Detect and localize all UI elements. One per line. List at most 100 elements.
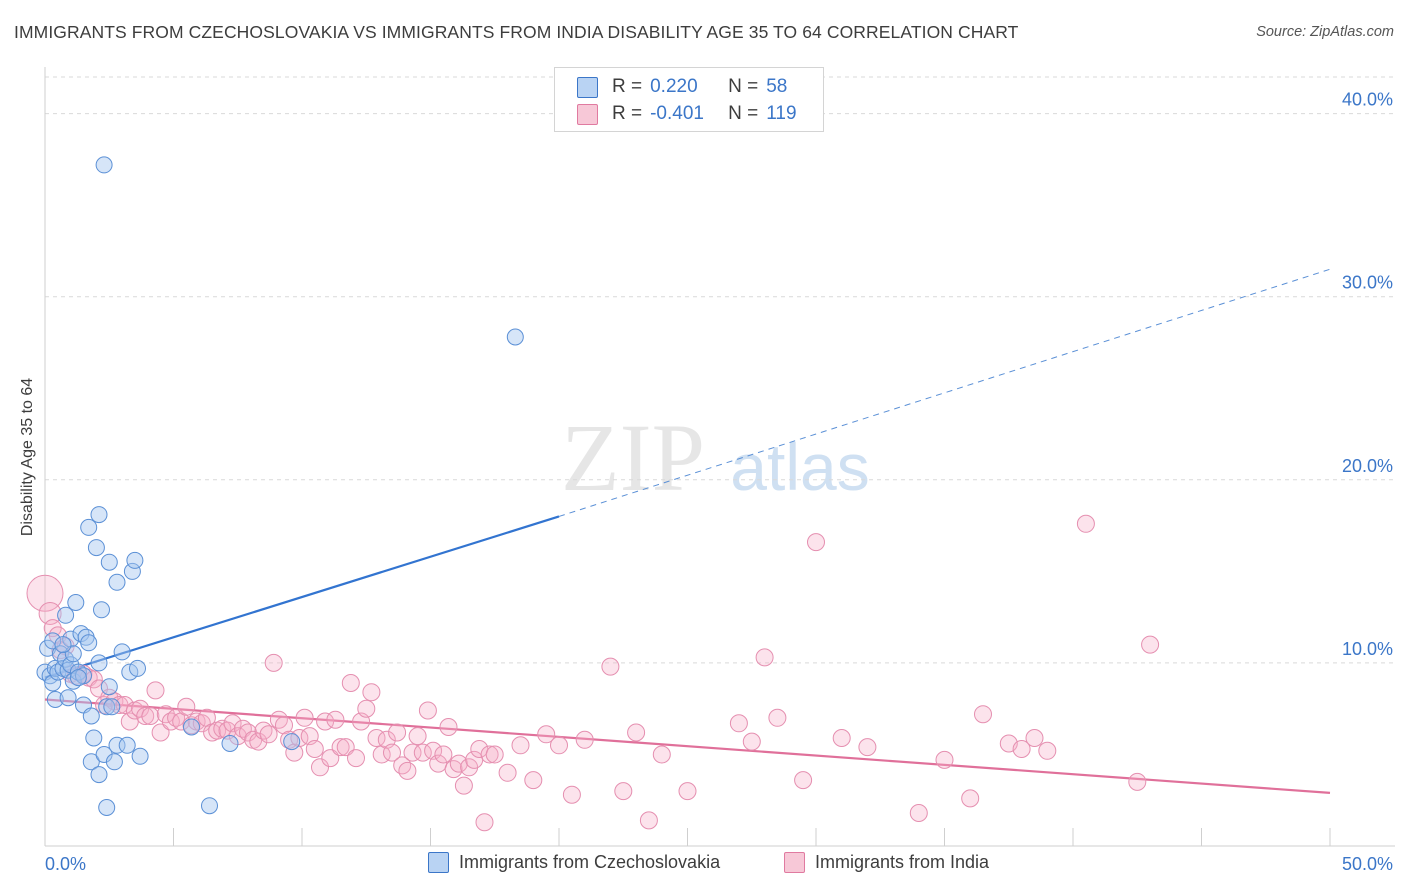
- data-point-india: [264, 653, 283, 672]
- data-point-india: [475, 813, 494, 832]
- data-point-india: [807, 533, 825, 552]
- data-point-india: [678, 782, 697, 801]
- data-point-czechoslovakia: [82, 707, 100, 725]
- data-point-czechoslovakia: [85, 729, 103, 747]
- data-point-india: [151, 723, 170, 742]
- data-point-czechoslovakia: [183, 718, 200, 736]
- data-point-india: [26, 574, 64, 612]
- legend-r-label: R =: [612, 103, 643, 124]
- data-point-india: [858, 738, 877, 757]
- data-point-india: [249, 732, 268, 751]
- tick-labels: 10.0% 20.0% 30.0% 40.0% 0.0% 50.0%: [45, 90, 1393, 874]
- data-point-india: [192, 714, 211, 733]
- data-point-india: [935, 750, 954, 769]
- legend-n-label: N =: [728, 103, 759, 124]
- data-point-czechoslovakia: [67, 594, 85, 611]
- x-tick-label: 0.0%: [45, 854, 86, 874]
- data-point-czechoslovakia: [90, 654, 108, 672]
- data-point-czechoslovakia: [103, 698, 121, 716]
- legend-swatch-india: [577, 103, 598, 125]
- data-point-india: [418, 701, 437, 720]
- watermark-zip: ZIP: [561, 404, 705, 511]
- data-point-india: [90, 679, 108, 698]
- data-point-india: [269, 710, 288, 729]
- data-point-india: [524, 771, 543, 790]
- data-point-india: [357, 699, 376, 718]
- data-point-india: [794, 771, 813, 790]
- legend-r-label: R =: [612, 76, 643, 97]
- data-point-india: [909, 804, 928, 822]
- data-point-india: [627, 723, 646, 742]
- data-point-india: [146, 681, 165, 700]
- data-point-czechoslovakia: [46, 691, 64, 708]
- data-point-czechoslovakia: [98, 698, 116, 716]
- trend-lines: [44, 268, 1331, 794]
- data-point-czechoslovakia: [108, 736, 126, 754]
- data-point-india: [755, 648, 774, 667]
- data-point-india: [38, 602, 62, 625]
- series-swatch-india: [784, 852, 805, 873]
- data-point-czechoslovakia: [283, 733, 301, 751]
- data-point-india: [511, 736, 530, 755]
- data-point-czechoslovakia: [93, 601, 110, 619]
- data-point-india: [403, 743, 422, 762]
- data-point-india: [136, 707, 155, 725]
- axes: [44, 67, 1395, 847]
- y-tick-label: 20.0%: [1342, 456, 1393, 476]
- data-point-india: [562, 785, 581, 804]
- data-point-india: [537, 725, 556, 744]
- data-point-czechoslovakia: [126, 551, 144, 569]
- data-point-india: [336, 738, 355, 757]
- data-point-india: [321, 749, 340, 768]
- chart-title: IMMIGRANTS FROM CZECHOSLOVAKIA VS IMMIGR…: [14, 22, 1019, 42]
- series-label-india: Immigrants from India: [815, 852, 990, 872]
- data-point-india: [295, 708, 314, 727]
- data-point-czechoslovakia: [113, 643, 131, 661]
- data-point-czechoslovakia: [98, 799, 116, 816]
- data-point-india: [141, 707, 160, 725]
- legend-r-value: -0.401: [650, 103, 704, 124]
- legend-row-india: R = -0.401 N = 119: [577, 102, 797, 126]
- data-point-czechoslovakia: [87, 539, 105, 557]
- data-point-india: [408, 727, 427, 746]
- data-point-india: [311, 758, 329, 777]
- data-point-czechoslovakia: [54, 636, 72, 654]
- data-point-india: [480, 745, 499, 764]
- legend-n-label: N =: [728, 76, 759, 97]
- data-point-czechoslovakia: [121, 663, 139, 681]
- data-point-czechoslovakia: [69, 669, 87, 687]
- data-point-india: [1038, 741, 1057, 760]
- data-point-czechoslovakia: [80, 518, 98, 536]
- grid-lines: [45, 76, 1395, 664]
- data-point-czechoslovakia: [44, 674, 62, 692]
- data-point-czechoslovakia: [129, 659, 146, 677]
- data-point-czechoslovakia: [108, 573, 126, 591]
- data-point-czechoslovakia: [95, 156, 113, 174]
- watermark-atlas: atlas: [730, 430, 869, 504]
- data-point-india: [1025, 729, 1044, 747]
- data-point-india: [768, 708, 787, 727]
- data-point-czechoslovakia: [100, 678, 118, 696]
- data-point-india: [1128, 772, 1147, 791]
- trend-line-czechoslovakia-extension: [558, 268, 1331, 517]
- series-swatch-czechoslovakia: [428, 852, 449, 873]
- data-point-india: [439, 718, 458, 736]
- data-point-india: [347, 749, 365, 768]
- data-points: [26, 156, 1160, 832]
- legend-n-value: 119: [766, 103, 797, 124]
- data-point-india: [485, 745, 504, 764]
- data-point-czechoslovakia: [506, 328, 524, 346]
- data-point-czechoslovakia: [90, 766, 108, 784]
- data-point-india: [259, 725, 278, 744]
- data-point-india: [639, 811, 658, 830]
- data-point-india: [729, 714, 748, 733]
- data-point-czechoslovakia: [44, 632, 62, 650]
- data-point-india: [254, 721, 273, 740]
- series-legend-czechoslovakia: Immigrants from Czechoslovakia: [428, 852, 720, 873]
- data-point-india: [454, 776, 473, 795]
- data-point-czechoslovakia: [118, 736, 136, 754]
- correlation-legend: R = 0.220 N = 58 R = -0.401 N = 119: [554, 67, 824, 132]
- data-point-india: [601, 657, 620, 676]
- data-point-india: [115, 696, 134, 714]
